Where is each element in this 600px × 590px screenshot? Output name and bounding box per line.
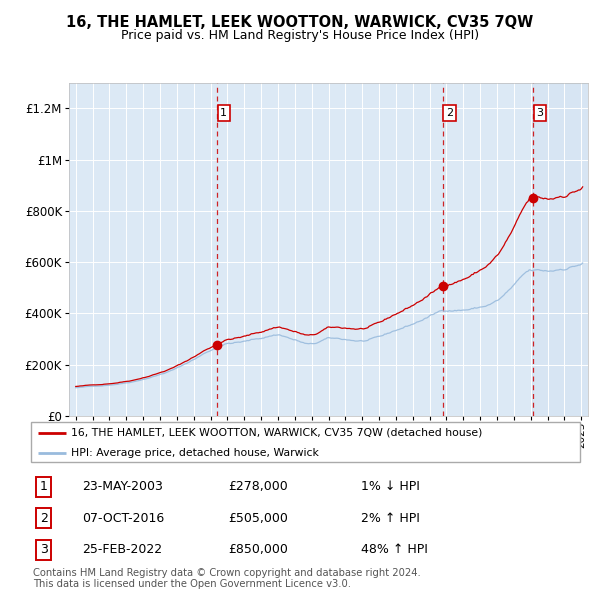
Text: Contains HM Land Registry data © Crown copyright and database right 2024.
This d: Contains HM Land Registry data © Crown c…: [33, 568, 421, 589]
Text: 2: 2: [446, 108, 453, 118]
Text: 25-FEB-2022: 25-FEB-2022: [82, 543, 163, 556]
Text: £505,000: £505,000: [229, 512, 289, 525]
Text: 1% ↓ HPI: 1% ↓ HPI: [361, 480, 420, 493]
Bar: [532, 83, 590, 416]
Text: 3: 3: [536, 108, 544, 118]
Text: 2% ↑ HPI: 2% ↑ HPI: [361, 512, 420, 525]
Bar: [575, 83, 590, 416]
Text: 2: 2: [40, 512, 48, 525]
Text: 16, THE HAMLET, LEEK WOOTTON, WARWICK, CV35 7QW (detached house): 16, THE HAMLET, LEEK WOOTTON, WARWICK, C…: [71, 428, 483, 438]
Text: £278,000: £278,000: [229, 480, 289, 493]
FancyBboxPatch shape: [31, 421, 580, 463]
Text: 1: 1: [220, 108, 227, 118]
Text: Price paid vs. HM Land Registry's House Price Index (HPI): Price paid vs. HM Land Registry's House …: [121, 30, 479, 42]
Text: £850,000: £850,000: [229, 543, 289, 556]
Text: 16, THE HAMLET, LEEK WOOTTON, WARWICK, CV35 7QW: 16, THE HAMLET, LEEK WOOTTON, WARWICK, C…: [67, 15, 533, 30]
Text: 48% ↑ HPI: 48% ↑ HPI: [361, 543, 428, 556]
Text: 3: 3: [40, 543, 48, 556]
Text: HPI: Average price, detached house, Warwick: HPI: Average price, detached house, Warw…: [71, 448, 319, 457]
Text: 23-MAY-2003: 23-MAY-2003: [82, 480, 163, 493]
Text: 07-OCT-2016: 07-OCT-2016: [82, 512, 164, 525]
Text: 1: 1: [40, 480, 48, 493]
